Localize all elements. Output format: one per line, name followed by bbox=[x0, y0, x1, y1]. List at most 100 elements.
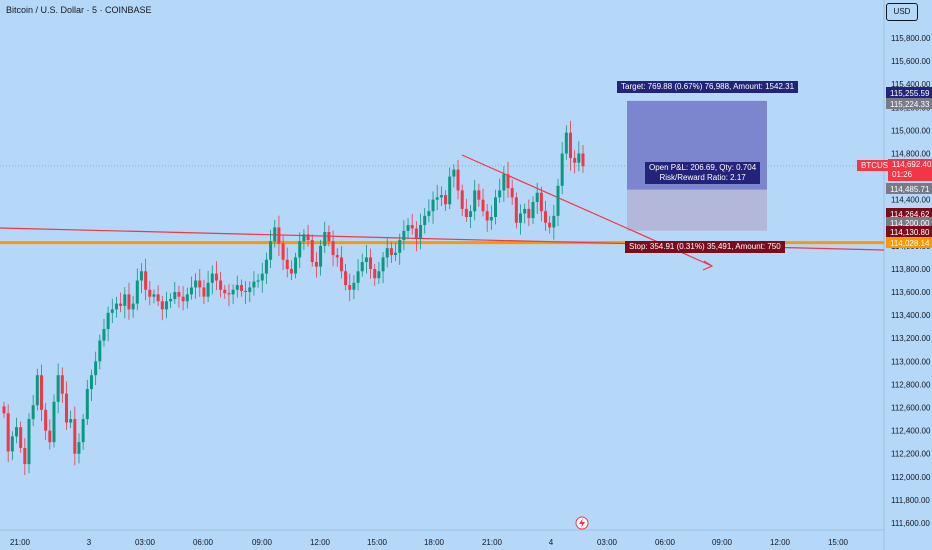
price-badge bbox=[886, 226, 932, 237]
candle-body bbox=[510, 188, 514, 198]
price-tick-label: 111,600.00 bbox=[891, 519, 930, 528]
candle-body bbox=[73, 419, 77, 454]
candle-body bbox=[373, 268, 377, 279]
candle-body bbox=[548, 222, 552, 228]
candle-body bbox=[564, 132, 568, 154]
target-label: Target: 769.88 (0.67%) 76,988, Amount: 1… bbox=[617, 81, 799, 93]
candle-body bbox=[456, 169, 460, 191]
candle-body bbox=[577, 153, 581, 163]
candle-body bbox=[394, 252, 398, 256]
candle-body bbox=[319, 245, 323, 267]
price-tick-label: 112,400.00 bbox=[891, 427, 931, 436]
candle-body bbox=[448, 176, 452, 205]
candle-body bbox=[477, 190, 481, 200]
candle-body bbox=[398, 240, 402, 253]
currency-button[interactable]: USD bbox=[886, 3, 918, 21]
candle-body bbox=[248, 287, 252, 293]
time-tick-label: 12:00 bbox=[770, 538, 791, 547]
candle-body bbox=[385, 248, 389, 258]
candle-body bbox=[156, 294, 160, 302]
candle-body bbox=[460, 190, 464, 209]
candle-body bbox=[273, 227, 277, 242]
candle-body bbox=[581, 153, 585, 167]
price-tick-label: 112,600.00 bbox=[891, 404, 931, 413]
candle-body bbox=[119, 303, 123, 306]
candle-body bbox=[256, 280, 260, 282]
candle-body bbox=[498, 190, 502, 198]
candle-body bbox=[402, 230, 406, 241]
candle-body bbox=[194, 280, 198, 288]
candle-body bbox=[356, 271, 360, 283]
candle-body bbox=[206, 282, 210, 297]
candle-body bbox=[381, 257, 385, 272]
candle-body bbox=[506, 174, 510, 189]
open-pnl-line1: Open P&L: 206.69, Qty: 0.704 bbox=[649, 163, 757, 172]
candle-body bbox=[277, 227, 281, 244]
candle-body bbox=[235, 285, 239, 290]
candle-body bbox=[223, 289, 227, 294]
candle-body bbox=[344, 271, 348, 286]
time-tick-label: 4 bbox=[549, 538, 554, 547]
time-tick-label: 15:00 bbox=[367, 538, 388, 547]
candle-body bbox=[452, 169, 456, 177]
candle-body bbox=[285, 259, 289, 269]
candle-body bbox=[348, 285, 352, 290]
price-badge-label: 114,200.00 bbox=[890, 219, 930, 228]
candle-body bbox=[210, 273, 214, 283]
candle-body bbox=[489, 216, 493, 221]
candle-body bbox=[502, 174, 506, 191]
candle-body bbox=[327, 232, 331, 242]
candle-body bbox=[481, 199, 485, 212]
lightning-icon bbox=[579, 518, 585, 528]
candle-body bbox=[535, 192, 539, 202]
price-badge-label: 115,255.59 bbox=[890, 89, 930, 98]
candle-body bbox=[306, 234, 310, 241]
candle-body bbox=[164, 301, 168, 310]
symbol-title[interactable]: Bitcoin / U.S. Dollar · 5 · COINBASE bbox=[6, 5, 152, 15]
candle-body bbox=[135, 280, 139, 304]
price-badge-label: 114,028.14 bbox=[890, 239, 930, 248]
open-pnl-label: Open P&L: 206.69, Qty: 0.704 Risk/Reward… bbox=[645, 162, 761, 184]
candle-body bbox=[123, 294, 127, 306]
price-badge-label: 114,264.62 bbox=[890, 210, 930, 219]
candle-body bbox=[177, 292, 181, 297]
candle-body bbox=[264, 259, 268, 274]
price-tick-label: 114,800.00 bbox=[891, 149, 931, 158]
candle-body bbox=[131, 303, 135, 310]
time-tick-label: 21:00 bbox=[482, 538, 503, 547]
candle-body bbox=[160, 301, 164, 310]
candle-body bbox=[31, 405, 35, 420]
candle-body bbox=[339, 257, 343, 272]
candle-body bbox=[52, 401, 56, 443]
candle-body bbox=[485, 211, 489, 221]
candle-body bbox=[544, 211, 548, 223]
candle-body bbox=[60, 375, 64, 394]
price-badge bbox=[886, 217, 932, 228]
candle-body bbox=[377, 271, 381, 279]
time-tick-label: 09:00 bbox=[712, 538, 733, 547]
candle-body bbox=[106, 312, 110, 329]
candle-body bbox=[198, 280, 202, 288]
price-badge bbox=[886, 208, 932, 219]
time-tick-label: 15:00 bbox=[828, 538, 849, 547]
candle-body bbox=[2, 406, 6, 414]
candle-body bbox=[202, 287, 206, 297]
candle-body bbox=[444, 195, 448, 205]
time-tick-label: 18:00 bbox=[424, 538, 445, 547]
current-price: 114,692.40 bbox=[892, 160, 932, 169]
candle-body bbox=[252, 281, 256, 288]
time-tick-label: 03:00 bbox=[597, 538, 618, 547]
current-price-badge: 114,692.40 01:26 bbox=[888, 159, 932, 181]
candle-body bbox=[181, 296, 185, 302]
candle-body bbox=[10, 436, 14, 452]
candle-body bbox=[114, 303, 118, 310]
price-tick-label: 115,000.00 bbox=[891, 126, 931, 135]
bar-countdown: 01:26 bbox=[892, 170, 913, 179]
candle-body bbox=[519, 213, 523, 223]
candle-body bbox=[389, 248, 393, 256]
candle-body bbox=[148, 289, 152, 297]
price-badge bbox=[886, 237, 932, 248]
candle-body bbox=[169, 298, 173, 302]
candle-body bbox=[185, 294, 189, 302]
